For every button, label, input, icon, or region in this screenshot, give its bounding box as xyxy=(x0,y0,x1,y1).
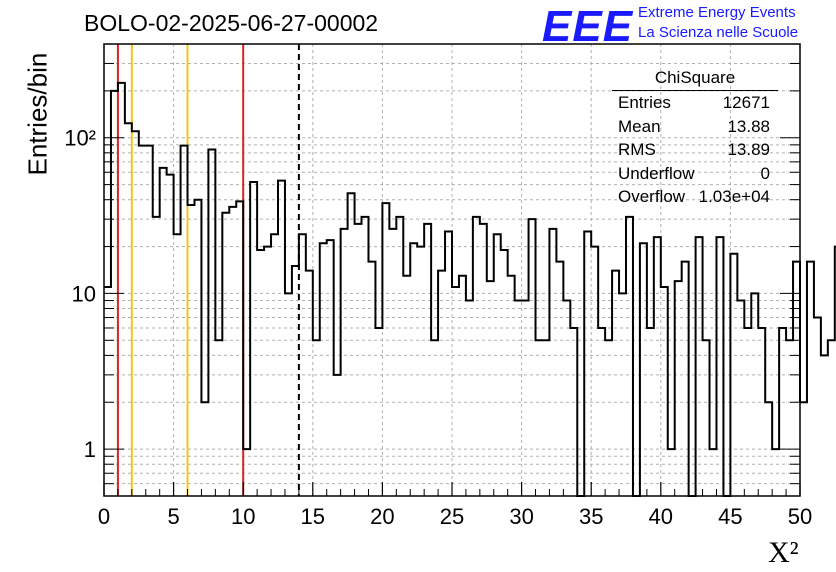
stat-row-mean: Mean 13.88 xyxy=(612,115,778,139)
x-tick-label: 15 xyxy=(301,504,325,529)
logo-line-1: Extreme Energy Events xyxy=(638,4,796,21)
logo-line-2: La Scienza nelle Scuole xyxy=(638,24,799,41)
x-tick-label: 35 xyxy=(579,504,603,529)
y-tick-label: 10² xyxy=(64,126,96,151)
stats-box: ChiSquare Entries 12671 Mean 13.88 RMS 1… xyxy=(612,66,778,209)
tick-labels: 0 5 10 15 20 25 30 35 40 45 50 1 10 10² xyxy=(64,126,812,529)
stat-label: Entries xyxy=(618,93,671,112)
stat-value: 0 xyxy=(760,163,770,183)
stat-label: RMS xyxy=(618,140,656,159)
x-tick-label: 45 xyxy=(718,504,742,529)
y-tick-label: 10 xyxy=(72,281,96,306)
x-tick-label: 5 xyxy=(167,504,179,529)
stat-label: Mean xyxy=(618,116,661,136)
stat-row-entries: Entries 12671 xyxy=(612,91,778,115)
stat-label: Underflow xyxy=(618,163,695,183)
stats-title: ChiSquare xyxy=(612,66,778,91)
stat-value: 1.03e+04 xyxy=(698,187,770,206)
axis-ticks xyxy=(103,43,801,497)
x-tick-label: 20 xyxy=(370,504,394,529)
histogram-series xyxy=(104,81,836,497)
x-tick-label: 25 xyxy=(440,504,464,529)
x-tick-label: 30 xyxy=(509,504,533,529)
y-axis-label: Entries/bin xyxy=(22,52,53,176)
eee-logo: EEE xyxy=(542,2,634,51)
x-tick-label: 40 xyxy=(649,504,673,529)
x-tick-label: 0 xyxy=(98,504,110,529)
stat-value: 13.88 xyxy=(727,116,770,136)
stat-row-rms: RMS 13.89 xyxy=(612,138,778,162)
stat-value: 13.89 xyxy=(727,140,770,159)
x-tick-label: 50 xyxy=(788,504,812,529)
stat-label: Overflow xyxy=(618,187,686,206)
stat-row-overflow: Overflow 1.03e+04 xyxy=(612,185,778,209)
y-tick-label: 1 xyxy=(84,437,96,462)
x-axis-label: X² xyxy=(768,536,799,569)
stat-value: 12671 xyxy=(722,93,770,112)
x-tick-label: 10 xyxy=(231,504,255,529)
chart-title: BOLO-02-2025-06-27-00002 xyxy=(84,10,379,36)
stat-row-underflow: Underflow 0 xyxy=(612,162,778,186)
